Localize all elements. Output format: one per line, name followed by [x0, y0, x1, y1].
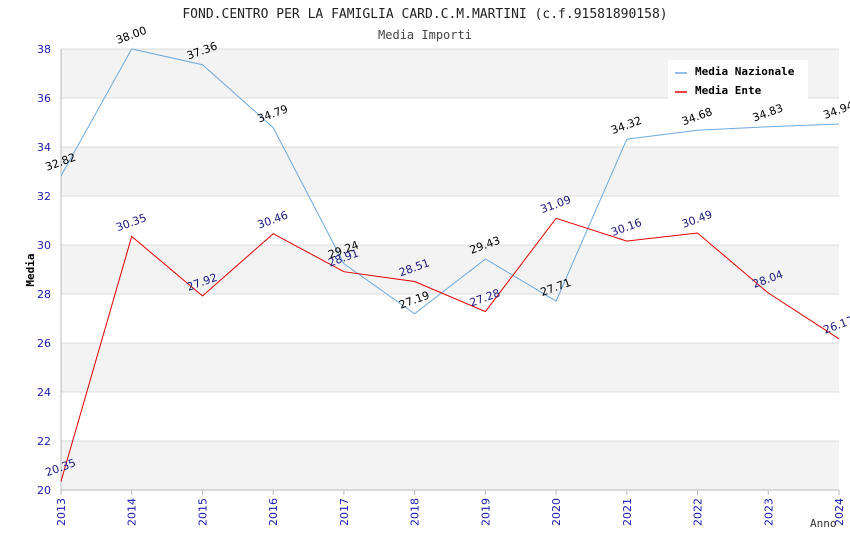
y-tick-label: 28	[37, 288, 51, 301]
grid-lines	[61, 48, 839, 491]
data-label-ente: 30.46	[256, 209, 290, 232]
legend-label-ente: Media Ente	[695, 84, 762, 97]
chart-subtitle: Media Importi	[378, 28, 472, 42]
series-lines	[60, 48, 840, 482]
data-label-nazionale: 34.32	[609, 114, 643, 137]
y-tick-label: 30	[37, 239, 51, 252]
grid-band	[61, 441, 839, 490]
x-tick-label: 2020	[550, 498, 563, 526]
data-label-ente: 31.09	[539, 193, 573, 216]
x-tick-labels: 2013 2014 2015 2016 2017 2018 2019 2020 2021 2022…	[55, 498, 846, 526]
y-tick-label: 34	[37, 141, 51, 154]
grid-band	[61, 343, 839, 392]
y-tick-label: 36	[37, 92, 51, 105]
y-tick-label: 22	[37, 435, 51, 448]
legend-box	[668, 60, 808, 100]
data-label-nazionale: 34.83	[751, 101, 785, 124]
y-tick-label: 26	[37, 337, 51, 350]
x-tick-label: 2021	[621, 498, 634, 526]
data-label-ente: 30.16	[609, 216, 643, 239]
axes	[60, 49, 840, 495]
data-label-nazionale: 34.79	[256, 102, 290, 125]
x-tick-label: 2023	[762, 498, 775, 526]
data-label-ente: 30.35	[114, 211, 148, 234]
x-tick-label: 2022	[692, 498, 705, 526]
chart-title: FOND.CENTRO PER LA FAMIGLIA CARD.C.M.MAR…	[182, 7, 667, 22]
x-tick-label: 2014	[126, 498, 139, 526]
x-tick-label: 2013	[55, 498, 68, 526]
data-label-ente: 26.17	[822, 314, 850, 337]
data-label-nazionale: 34.68	[680, 105, 714, 128]
legend: Media Nazionale Media Ente	[668, 60, 808, 100]
data-label-nazionale: 34.94	[822, 99, 850, 122]
y-tick-label: 20	[37, 484, 51, 497]
y-tick-label: 24	[37, 386, 51, 399]
grid-bands	[61, 49, 839, 490]
x-tick-label: 2015	[196, 498, 209, 526]
series-line-nazionale	[60, 48, 840, 315]
y-tick-labels: 20 22 24 26 28 30 32 34 36 38	[37, 43, 51, 497]
x-tick-label: 2019	[479, 498, 492, 526]
grid-band	[61, 147, 839, 196]
y-tick-label: 32	[37, 190, 51, 203]
data-label-nazionale: 38.00	[114, 24, 148, 47]
y-tick-label: 38	[37, 43, 51, 56]
x-tick-label: 2018	[409, 498, 422, 526]
x-axis-label: Anno	[810, 517, 837, 530]
x-tick-label: 2016	[267, 498, 280, 526]
data-label-ente: 30.49	[680, 208, 714, 231]
series-line-ente	[60, 217, 840, 482]
y-axis-label: Media	[24, 253, 37, 286]
x-tick-label: 2024	[833, 498, 846, 526]
legend-label-nazionale: Media Nazionale	[695, 65, 795, 78]
x-tick-label: 2017	[338, 498, 351, 526]
